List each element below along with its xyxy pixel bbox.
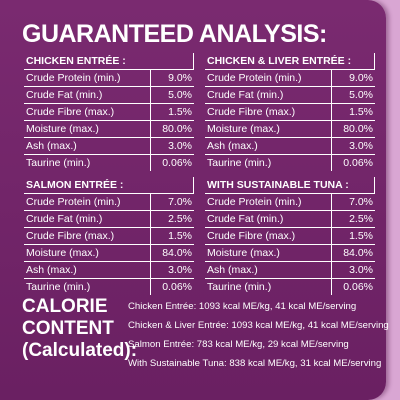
label-panel: GUARANTEED ANALYSIS: CALORIE CONTENT (Calc… (0, 0, 389, 400)
nutrient-value: 1.5% (168, 230, 192, 242)
table-row: Taurine (min.) 0.06% (24, 279, 194, 295)
table-heading: CHICKEN & LIVER ENTRÉE : (205, 53, 375, 70)
nutrient-label: Ash (max.) (205, 262, 332, 278)
analysis-table: CHICKEN ENTRÉE : Crude Protein (min.) 9.0%… (24, 53, 194, 171)
nutrient-value: 3.0% (168, 264, 192, 276)
nutrient-value: 80.0% (343, 123, 373, 135)
table-row: Crude Fibre (max.) 1.5% (205, 228, 375, 245)
table-row: Moisture (max.) 80.0% (24, 121, 194, 138)
analysis-table: SALMON ENTRÉE : Crude Protein (min.) 7.0% C… (24, 177, 194, 295)
nutrient-value: 1.5% (349, 230, 373, 242)
nutrient-label: Crude Protein (min.) (205, 70, 332, 86)
nutrient-label: Crude Fat (min.) (24, 211, 151, 227)
nutrient-value: 0.06% (162, 281, 192, 293)
table-row: Taurine (min.) 0.06% (24, 155, 194, 171)
nutrient-value: 3.0% (349, 264, 373, 276)
calorie-line: With Sustainable Tuna: 838 kcal ME/kg, 3… (128, 358, 382, 369)
nutrient-label: Ash (max.) (24, 138, 151, 154)
nutrient-value: 3.0% (168, 140, 192, 152)
nutrient-value: 84.0% (343, 247, 373, 259)
table-row: Crude Fat (min.) 2.5% (24, 211, 194, 228)
calorie-lines: Chicken Entrée: 1093 kcal ME/kg, 41 kcal… (128, 297, 389, 373)
table-row: Crude Fat (min.) 2.5% (205, 211, 375, 228)
nutrient-label: Ash (max.) (24, 262, 151, 278)
table-row: Moisture (max.) 84.0% (24, 245, 194, 262)
nutrient-value: 0.06% (162, 157, 192, 169)
nutrient-value: 84.0% (162, 247, 192, 259)
table-row: Ash (max.) 3.0% (205, 138, 375, 155)
nutrient-label: Taurine (min.) (24, 279, 151, 295)
nutrient-label: Crude Protein (min.) (24, 194, 151, 210)
nutrient-label: Taurine (min.) (24, 155, 151, 171)
nutrient-value: 80.0% (162, 123, 192, 135)
calorie-line: Chicken Entrée: 1093 kcal ME/kg, 41 kcal… (128, 301, 357, 312)
table-heading: CHICKEN ENTRÉE : (24, 53, 194, 70)
nutrient-label: Crude Fat (min.) (205, 87, 332, 103)
nutrient-label: Moisture (max.) (24, 121, 151, 137)
table-row: Moisture (max.) 84.0% (205, 245, 375, 262)
nutrient-label: Moisture (max.) (205, 121, 332, 137)
calorie-line: Chicken & Liver Entrée: 1093 kcal ME/kg,… (128, 320, 389, 331)
table-row: Crude Fibre (max.) 1.5% (24, 228, 194, 245)
nutrient-label: Moisture (max.) (205, 245, 332, 261)
nutrient-label: Taurine (min.) (205, 279, 332, 295)
table-heading: SALMON ENTRÉE : (24, 177, 194, 194)
nutrient-label: Crude Fibre (max.) (205, 104, 332, 120)
nutrient-label: Crude Fat (min.) (24, 87, 151, 103)
calorie-heading-line: (Calculated): (22, 340, 138, 361)
calorie-line: Salmon Entrée: 783 kcal ME/kg, 29 kcal M… (128, 339, 349, 350)
analysis-table: CHICKEN & LIVER ENTRÉE : Crude Protein (m… (205, 53, 375, 171)
nutrient-value: 2.5% (168, 213, 192, 225)
calorie-heading: CALORIE CONTENT (Calculated): (22, 296, 137, 362)
nutrient-label: Crude Fat (min.) (205, 211, 332, 227)
table-row: Ash (max.) 3.0% (24, 138, 194, 155)
table-row: Taurine (min.) 0.06% (205, 279, 375, 295)
table-row: Crude Protein (min.) 9.0% (205, 70, 375, 87)
table-row: Crude Protein (min.) 7.0% (205, 194, 375, 211)
nutrient-label: Moisture (max.) (24, 245, 151, 261)
nutrient-label: Crude Protein (min.) (24, 70, 151, 86)
nutrient-value: 7.0% (349, 196, 373, 208)
nutrient-label: Crude Fibre (max.) (205, 228, 332, 244)
table-heading: WITH SUSTAINABLE TUNA : (205, 177, 375, 194)
calorie-heading-line: CONTENT (22, 318, 114, 339)
table-row: Crude Protein (min.) 9.0% (24, 70, 194, 87)
nutrient-label: Crude Fibre (max.) (24, 104, 151, 120)
nutrient-label: Ash (max.) (205, 138, 332, 154)
table-row: Ash (max.) 3.0% (24, 262, 194, 279)
nutrient-value: 1.5% (349, 106, 373, 118)
nutrient-label: Crude Protein (min.) (205, 194, 332, 210)
title: GUARANTEED ANALYSIS: (22, 20, 327, 48)
table-row: Crude Protein (min.) 7.0% (24, 194, 194, 211)
calorie-heading-line: CALORIE (22, 296, 108, 317)
nutrient-value: 9.0% (168, 72, 192, 84)
table-row: Crude Fibre (max.) 1.5% (205, 104, 375, 121)
table-row: Ash (max.) 3.0% (205, 262, 375, 279)
analysis-table: WITH SUSTAINABLE TUNA : Crude Protein (mi… (205, 177, 375, 295)
nutrient-value: 5.0% (349, 89, 373, 101)
nutrient-value: 3.0% (349, 140, 373, 152)
table-row: Crude Fibre (max.) 1.5% (24, 104, 194, 121)
table-row: Moisture (max.) 80.0% (205, 121, 375, 138)
table-row: Crude Fat (min.) 5.0% (205, 87, 375, 104)
nutrient-value: 1.5% (168, 106, 192, 118)
nutrient-label: Taurine (min.) (205, 155, 332, 171)
table-row: Taurine (min.) 0.06% (205, 155, 375, 171)
nutrient-value: 9.0% (349, 72, 373, 84)
nutrient-value: 7.0% (168, 196, 192, 208)
nutrient-label: Crude Fibre (max.) (24, 228, 151, 244)
nutrient-value: 2.5% (349, 213, 373, 225)
nutrient-value: 0.06% (343, 281, 373, 293)
nutrient-value: 0.06% (343, 157, 373, 169)
nutrient-value: 5.0% (168, 89, 192, 101)
table-row: Crude Fat (min.) 5.0% (24, 87, 194, 104)
